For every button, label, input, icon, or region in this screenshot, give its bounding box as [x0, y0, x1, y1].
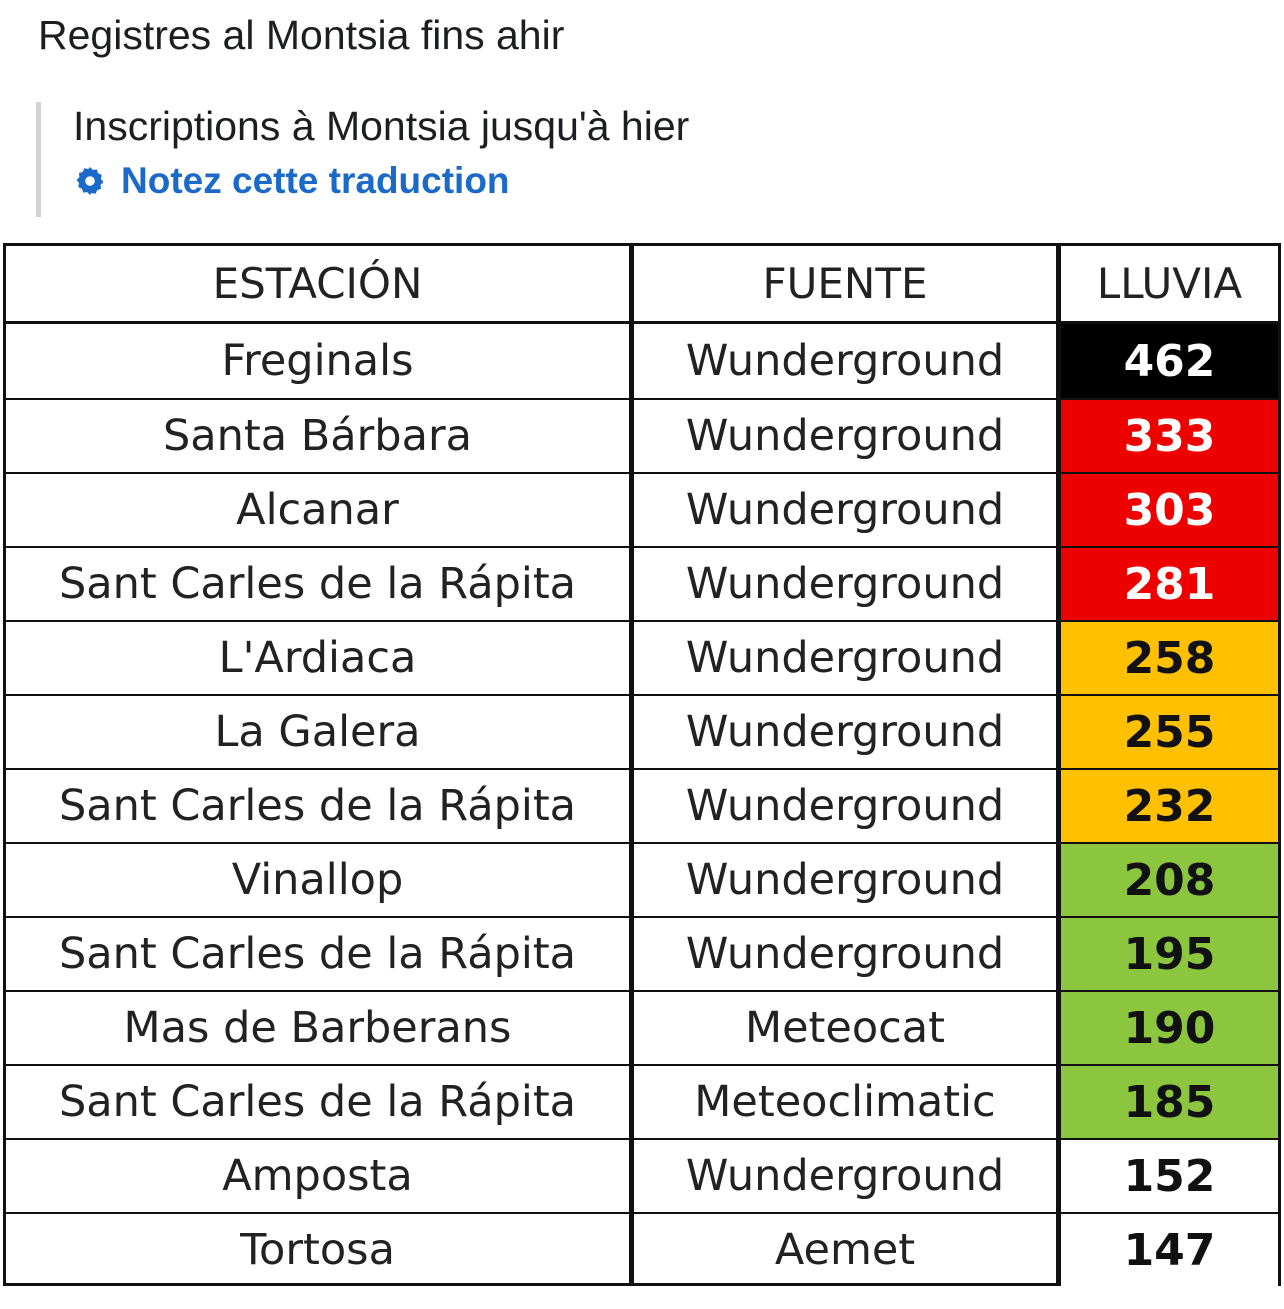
- rate-translation-label: Notez cette traduction: [121, 160, 510, 201]
- header-rain: LLUVIA: [1096, 259, 1243, 308]
- table-row: Vinallop Wunderground 208: [6, 842, 1278, 916]
- station-cell: Amposta: [6, 1140, 634, 1212]
- rain-cell: 462: [1061, 324, 1278, 398]
- rain-cell: 281: [1061, 548, 1278, 620]
- gear-icon: [73, 164, 107, 198]
- station-cell: Alcanar: [6, 474, 634, 546]
- source-cell: Wunderground: [634, 622, 1061, 694]
- station-cell: La Galera: [6, 696, 634, 768]
- post-original-text: Registres al Montsia fins ahir: [38, 12, 565, 58]
- table-row: Sant Carles de la Rápita Wunderground 232: [6, 768, 1278, 842]
- station-cell: Sant Carles de la Rápita: [6, 548, 634, 620]
- rate-translation-link[interactable]: Notez cette traduction: [73, 160, 689, 202]
- rain-cell: 255: [1061, 696, 1278, 768]
- source-cell: Meteocat: [634, 992, 1061, 1064]
- header-station: ESTACIÓN: [6, 246, 634, 321]
- table-row: Sant Carles de la Rápita Wunderground 195: [6, 916, 1278, 990]
- station-cell: Sant Carles de la Rápita: [6, 918, 634, 990]
- source-cell: Wunderground: [634, 474, 1061, 546]
- source-cell: Wunderground: [634, 770, 1061, 842]
- rain-cell: 208: [1061, 844, 1278, 916]
- source-cell: Wunderground: [634, 844, 1061, 916]
- source-cell: Wunderground: [634, 324, 1061, 398]
- rainfall-table: ESTACIÓN FUENTE LLUVIA Freginals Wundergr…: [3, 243, 1281, 1286]
- table-row: Santa Bárbara Wunderground 333: [6, 398, 1278, 472]
- source-cell: Wunderground: [634, 918, 1061, 990]
- table-row: Sant Carles de la Rápita Wunderground 281: [6, 546, 1278, 620]
- table-row: Sant Carles de la Rápita Meteoclimatic 185: [6, 1064, 1278, 1138]
- table-row: L'Ardiaca Wunderground 258: [6, 620, 1278, 694]
- table-row: Alcanar Wunderground 303: [6, 472, 1278, 546]
- rain-cell: 333: [1061, 400, 1278, 472]
- rain-cell: 258: [1061, 622, 1278, 694]
- station-cell: Sant Carles de la Rápita: [6, 1066, 634, 1138]
- table-body: Freginals Wunderground 462 Santa Bárbara Wun…: [6, 324, 1278, 1286]
- rain-cell: 195: [1061, 918, 1278, 990]
- rain-cell: 147: [1061, 1214, 1278, 1286]
- station-cell: Tortosa: [6, 1214, 634, 1286]
- station-cell: Freginals: [6, 324, 634, 398]
- rain-cell: 185: [1061, 1066, 1278, 1138]
- rain-cell: 232: [1061, 770, 1278, 842]
- station-cell: Santa Bárbara: [6, 400, 634, 472]
- table-header-row: ESTACIÓN FUENTE LLUVIA: [6, 246, 1278, 324]
- table-row: Tortosa Aemet 147: [6, 1212, 1278, 1286]
- source-cell: Wunderground: [634, 1140, 1061, 1212]
- source-cell: Aemet: [634, 1214, 1061, 1286]
- station-cell: Sant Carles de la Rápita: [6, 770, 634, 842]
- source-cell: Wunderground: [634, 696, 1061, 768]
- table-row: Amposta Wunderground 152: [6, 1138, 1278, 1212]
- rain-cell: 152: [1061, 1140, 1278, 1212]
- source-cell: Wunderground: [634, 548, 1061, 620]
- source-cell: Wunderground: [634, 400, 1061, 472]
- station-cell: Vinallop: [6, 844, 634, 916]
- source-cell: Meteoclimatic: [634, 1066, 1061, 1138]
- rain-cell: 190: [1061, 992, 1278, 1064]
- table-row: Freginals Wunderground 462: [6, 324, 1278, 398]
- translated-text: Inscriptions à Montsia jusqu'à hier: [73, 103, 690, 149]
- header-source: FUENTE: [634, 246, 1061, 321]
- table-row: Mas de Barberans Meteocat 190: [6, 990, 1278, 1064]
- translation-block: Inscriptions à Montsia jusqu'à hier Note…: [36, 102, 689, 217]
- station-cell: Mas de Barberans: [6, 992, 634, 1064]
- station-cell: L'Ardiaca: [6, 622, 634, 694]
- rain-cell: 303: [1061, 474, 1278, 546]
- table-row: La Galera Wunderground 255: [6, 694, 1278, 768]
